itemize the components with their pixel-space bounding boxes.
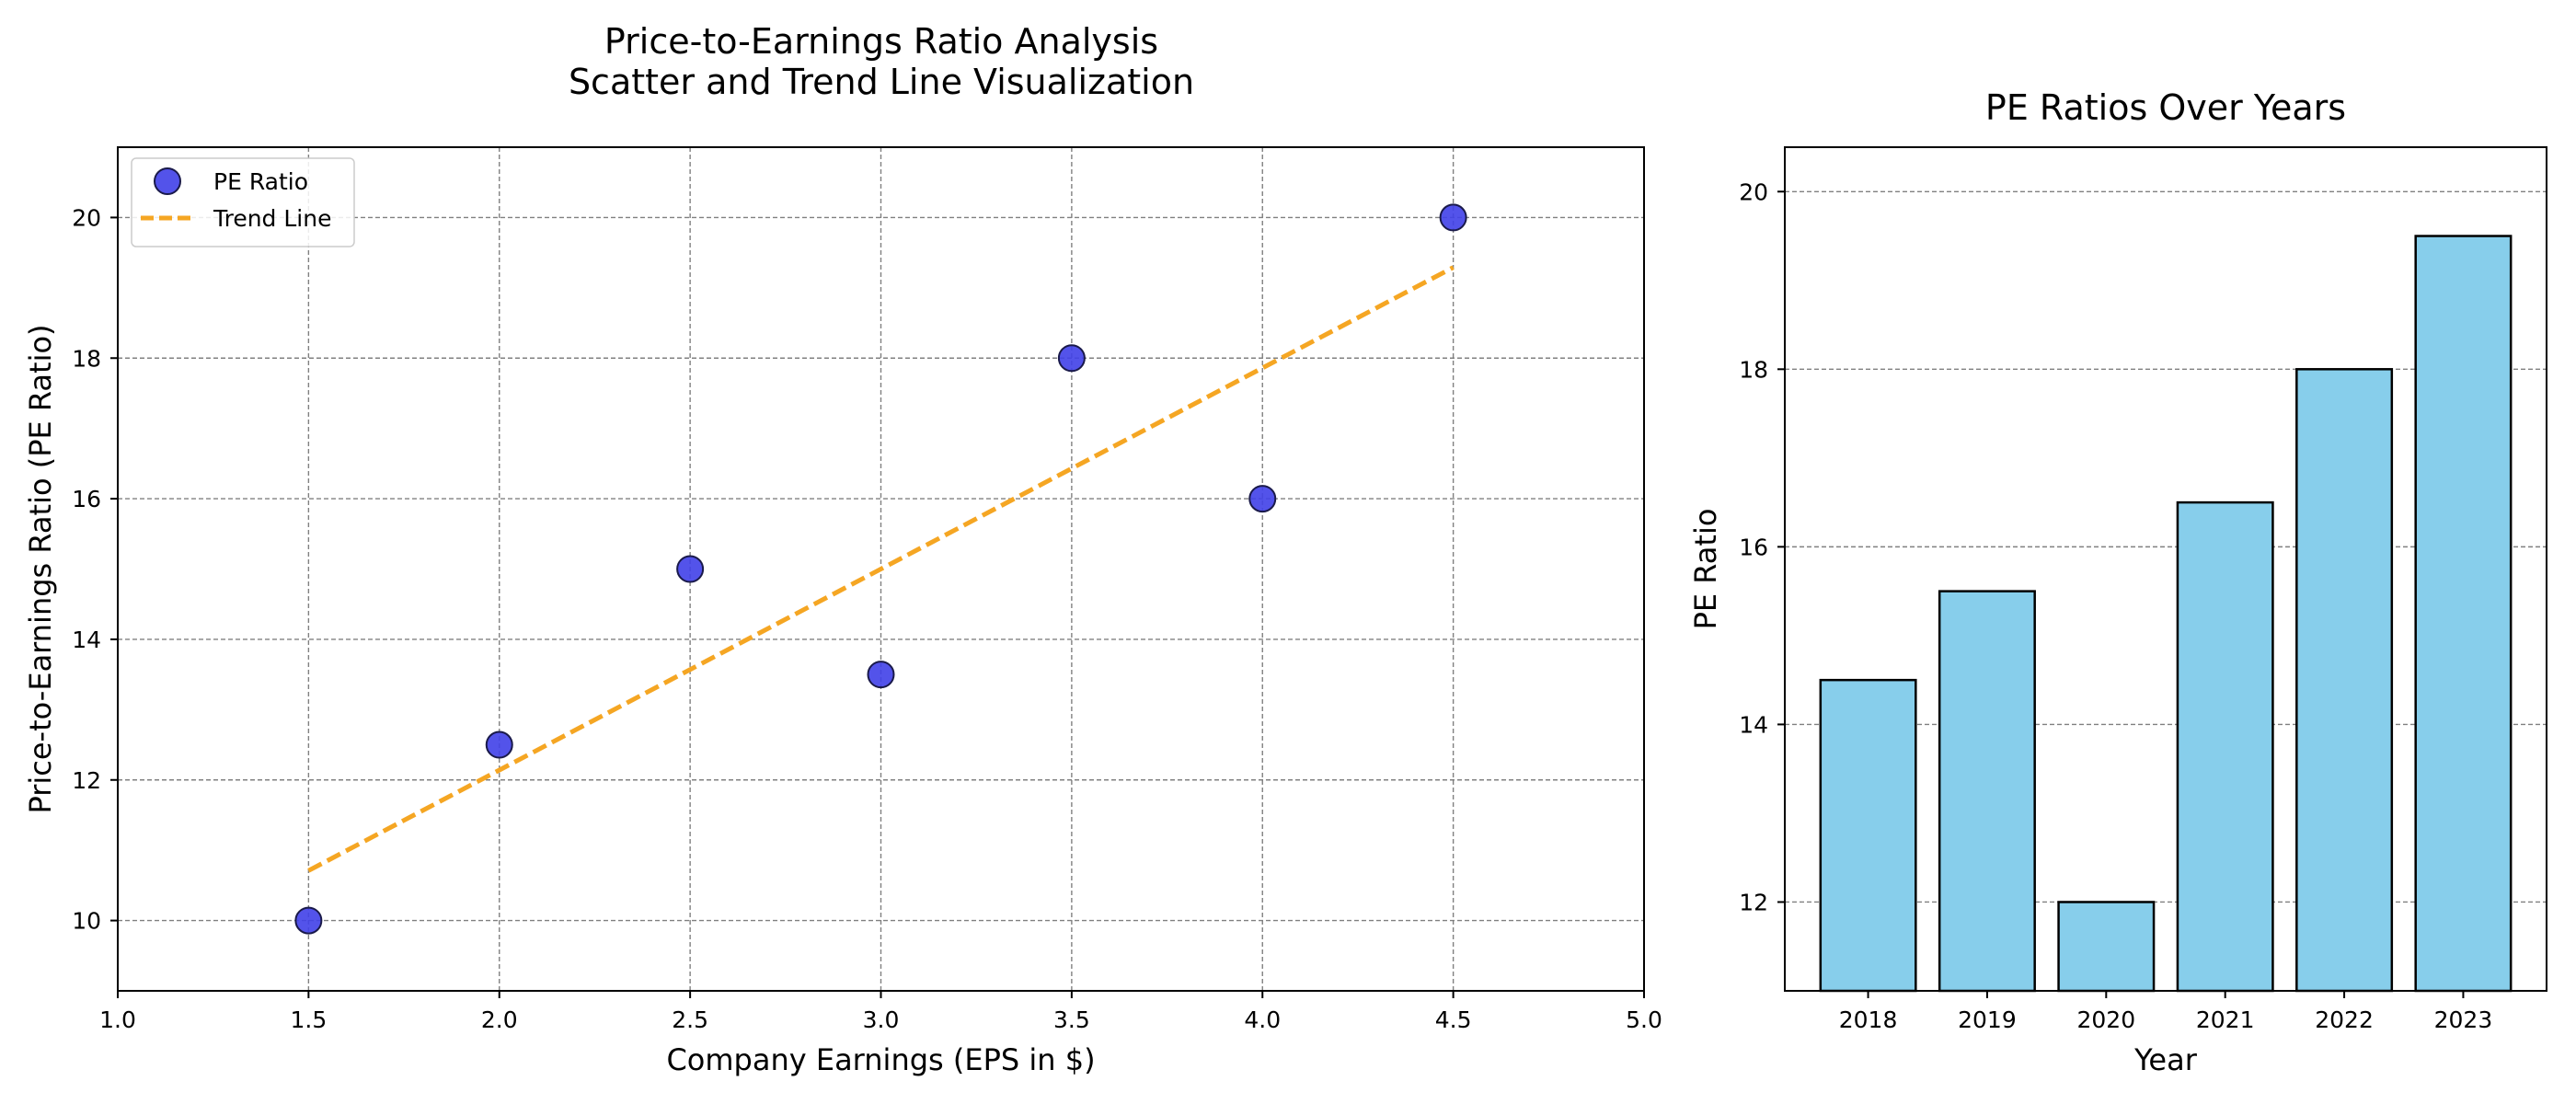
- x-tick-label: 2.0: [481, 1006, 518, 1033]
- bar: [1938, 590, 2036, 993]
- x-tick-label: 3.0: [863, 1006, 900, 1033]
- bar-x-ticks: 2018 2019 2020 2021 2022 2023: [1839, 991, 2493, 1033]
- x-tick-label: 2020: [2077, 1006, 2136, 1033]
- scatter-title-line: Price-to-Earnings Ratio Analysis: [604, 21, 1158, 62]
- scatter-x-ticks: 1.0 1.5 2.0 2.5 3.0 3.5 4.0 4.5 5.0: [99, 991, 1662, 1033]
- legend: PE Ratio Trend Line: [131, 157, 355, 247]
- scatter-point: [1248, 485, 1277, 513]
- bar: [1819, 678, 1917, 993]
- x-tick-label: 2018: [1839, 1006, 1898, 1033]
- scatter-chart: Price-to-Earnings Ratio Analysis Scatter …: [23, 21, 1662, 1077]
- x-tick-label: 2.5: [672, 1006, 708, 1033]
- x-tick-label: 4.0: [1244, 1006, 1281, 1033]
- y-tick-label: 16: [72, 486, 101, 512]
- scatter-point: [294, 906, 323, 935]
- x-tick-label: 1.5: [290, 1006, 327, 1033]
- bar: [2176, 500, 2274, 993]
- bar-x-axis-label: Year: [2133, 1042, 2198, 1077]
- scatter-x-axis-label: Company Earnings (EPS in $): [666, 1042, 1095, 1077]
- scatter-title-line: Scatter and Trend Line Visualization: [569, 62, 1194, 102]
- x-tick-label: 1.0: [99, 1006, 136, 1033]
- y-tick-label: 18: [1739, 356, 1768, 383]
- y-tick-label: 20: [1739, 178, 1768, 205]
- bar-y-ticks: 12 14 16 18 20: [1739, 178, 1785, 915]
- bar-chart-title: PE Ratios Over Years: [1985, 87, 2346, 128]
- legend-label-trend-line: Trend Line: [213, 205, 331, 232]
- bar: [2057, 901, 2156, 993]
- bars-layer: [1819, 235, 2513, 993]
- x-tick-label: 2019: [1958, 1006, 2017, 1033]
- scatter-gridlines: [118, 147, 1644, 991]
- trend-line-layer: [307, 265, 1455, 873]
- trend-line: [307, 265, 1455, 873]
- x-tick-label: 2021: [2196, 1006, 2255, 1033]
- x-tick-label: 5.0: [1626, 1006, 1662, 1033]
- bar: [2414, 235, 2513, 993]
- x-tick-label: 2023: [2434, 1006, 2493, 1033]
- y-tick-label: 10: [72, 908, 101, 935]
- x-tick-label: 2022: [2315, 1006, 2374, 1033]
- x-tick-label: 3.5: [1053, 1006, 1090, 1033]
- scatter-point: [867, 661, 895, 689]
- y-tick-label: 14: [1739, 711, 1768, 738]
- scatter-chart-title: Price-to-Earnings Ratio Analysis Scatter …: [569, 21, 1194, 102]
- y-tick-label: 20: [72, 204, 101, 231]
- legend-marker-pe-ratio: [154, 167, 181, 195]
- y-tick-label: 12: [1739, 889, 1768, 915]
- scatter-point: [1057, 344, 1086, 373]
- bar-plot-frame: [1784, 146, 2547, 992]
- y-tick-label: 16: [1739, 534, 1768, 560]
- y-tick-label: 18: [72, 345, 101, 372]
- scatter-points-layer: [294, 203, 1467, 935]
- legend-box: [131, 157, 355, 247]
- scatter-point: [676, 555, 705, 583]
- scatter-point: [1439, 203, 1467, 232]
- bar-y-axis-label: PE Ratio: [1688, 509, 1723, 630]
- scatter-y-axis-label: Price-to-Earnings Ratio (PE Ratio): [23, 324, 58, 813]
- y-tick-label: 14: [72, 627, 101, 653]
- x-tick-label: 4.5: [1435, 1006, 1472, 1033]
- y-tick-label: 12: [72, 767, 101, 794]
- bar: [2295, 368, 2394, 993]
- legend-label-pe-ratio: PE Ratio: [213, 168, 308, 195]
- scatter-point: [485, 730, 513, 759]
- bar-chart: PE Ratios Over Years 2018 2019 2020 2021 202…: [1688, 87, 2547, 1077]
- scatter-y-ticks: 10 12 14 16 18 20: [72, 204, 118, 935]
